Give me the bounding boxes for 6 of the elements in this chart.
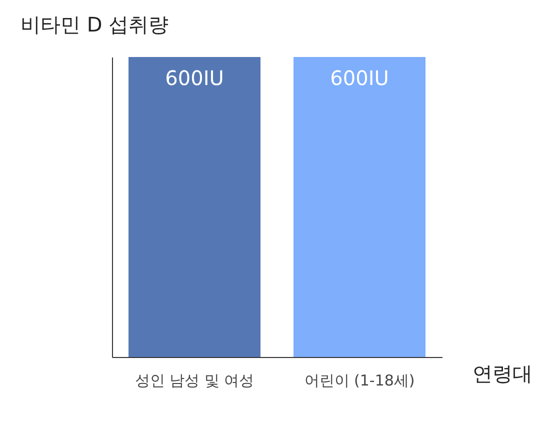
data-label: 600IU <box>330 66 389 90</box>
x-axis-title: 연령대 <box>472 362 532 386</box>
data-label: 600IU <box>165 66 224 90</box>
y-axis-title: 비타민 D 섭취량 <box>20 12 169 36</box>
x-tick-label: 성인 남성 및 여성 <box>134 372 254 390</box>
x-tick-label: 어린이 (1-18세) <box>304 372 415 390</box>
